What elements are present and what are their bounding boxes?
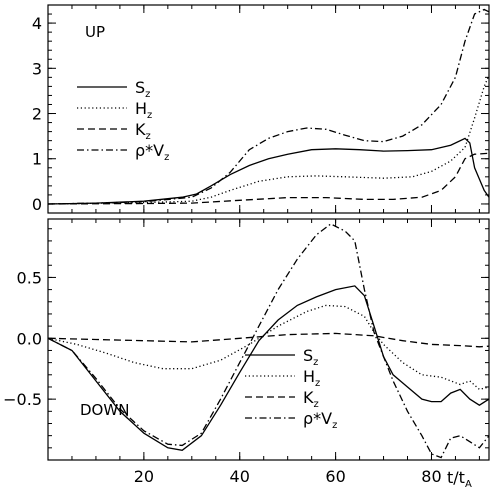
up-legend-label-sub: z [146, 131, 151, 142]
up-ytick-label: 1 [32, 150, 42, 169]
panel-up-y-ticks: 0 1 2 3 4 [32, 13, 489, 214]
up-legend-label-sub: z [147, 110, 152, 121]
panel-down-frame [47, 218, 490, 461]
up-legend-label-main: S [135, 78, 145, 97]
up-legend-label-main: ρ*V [135, 141, 164, 160]
up-series-line [48, 152, 489, 205]
panel-up-series [48, 8, 489, 205]
down-series-line [48, 285, 489, 451]
panel-down-y-ticks: −0.5 0.0 0.5 [3, 228, 489, 461]
up-legend-label: Kz [135, 120, 151, 142]
down-legend-label-main: ρ*V [303, 409, 332, 428]
up-legend-label: ρ*Vz [135, 141, 169, 163]
up-legend-label-sub: z [164, 152, 169, 163]
up-series-line [48, 73, 489, 205]
up-legend-label-main: K [135, 120, 146, 139]
up-series-line [48, 8, 489, 205]
down-legend-label-sub: z [314, 399, 319, 410]
down-legend-label-sub: z [332, 420, 337, 431]
up-ytick-label: 3 [32, 59, 42, 78]
x-axis-label: t/tA [447, 468, 472, 490]
x-axis-label-main: t/t [447, 468, 465, 487]
up-legend-label-sub: z [145, 89, 150, 100]
up-ytick-label: 0 [32, 195, 42, 214]
down-xtick-label: 80 [421, 467, 441, 486]
down-legend-label: ρ*Vz [303, 409, 337, 431]
panel-down-series [48, 223, 489, 459]
down-ytick-label: 0.0 [17, 329, 42, 348]
down-series-line [48, 332, 489, 348]
panel-up-x-ticks [47, 5, 480, 213]
down-ytick-label: 0.5 [17, 268, 42, 287]
down-xtick-label: 60 [325, 467, 345, 486]
down-legend-label-sub: z [313, 357, 318, 368]
up-ytick-label: 2 [32, 105, 42, 124]
up-legend-label: Hz [135, 99, 152, 121]
up-ytick-label: 4 [32, 14, 42, 33]
down-series-line [48, 223, 489, 459]
down-xtick-label: 40 [230, 467, 250, 486]
panel-up-frame [47, 4, 490, 214]
down-legend-label: Hz [303, 367, 320, 389]
down-ytick-label: −0.5 [3, 390, 42, 409]
down-legend-label-main: H [303, 367, 315, 386]
x-axis-label-sub: A [465, 479, 472, 490]
panel-down-x-ticks: 20 40 60 80 [47, 219, 480, 486]
down-legend-label-sub: z [315, 378, 320, 389]
up-legend-label-main: H [135, 99, 147, 118]
down-legend-label-main: S [303, 346, 313, 365]
down-series-line [48, 304, 489, 391]
down-legend-label-main: K [303, 388, 314, 407]
down-legend-label: Sz [303, 346, 318, 368]
up-legend-label: Sz [135, 78, 150, 100]
panel-up-label: UP [85, 23, 105, 41]
down-legend-label: Kz [303, 388, 319, 410]
down-xtick-label: 20 [134, 467, 154, 486]
up-series-line [48, 137, 489, 205]
